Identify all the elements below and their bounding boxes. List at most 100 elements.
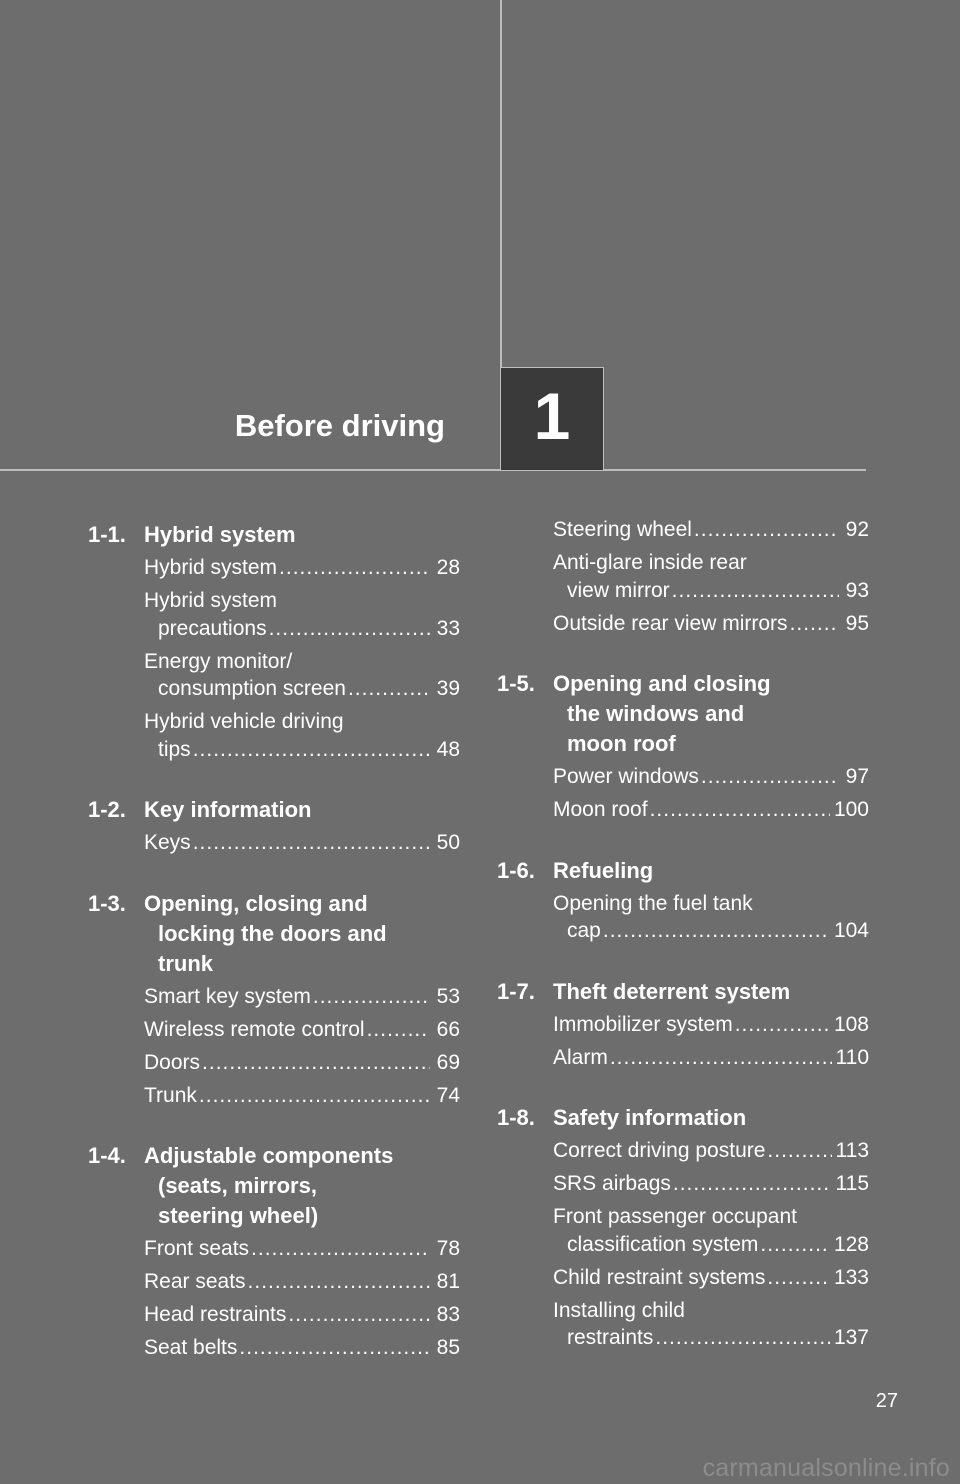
toc-entry[interactable]: Immobilizer system......................… (553, 1011, 869, 1039)
toc-leader-dots: ........................................… (609, 1045, 832, 1069)
toc-entry-text: Head restraints (144, 1303, 287, 1326)
toc-entry[interactable]: Child restraint systems.................… (553, 1264, 869, 1292)
toc-leader-dots: ........................................… (789, 611, 839, 635)
toc-entry[interactable]: Alarm...................................… (553, 1044, 869, 1072)
toc-entry-text: Power windows (553, 765, 699, 788)
toc-entry[interactable]: Hybrid system precautions................… (144, 587, 460, 642)
toc-section: 1-1. Hybrid system Hybrid system..........… (88, 520, 460, 763)
toc-section-heading[interactable]: 1-2. Key information (88, 795, 460, 825)
toc-section-title: Theft deterrent system (553, 977, 869, 1007)
toc-entry[interactable]: Anti-glare inside rear view mirror.......… (553, 549, 869, 604)
toc-entry[interactable]: Hybrid vehicle driving tips..............… (144, 708, 460, 763)
toc-entry-text: classification system (567, 1232, 759, 1256)
toc-section: 1-7. Theft deterrent system Immobilizer sy… (497, 977, 869, 1072)
toc-entry-text: Correct driving posture (553, 1139, 766, 1162)
toc-entry-lines: Rear seats..............................… (144, 1268, 460, 1296)
toc-entry-line: cap.....................................… (553, 917, 869, 945)
toc-section-title-line: Adjustable components (144, 1143, 394, 1168)
toc-entry-lines: Opening the fuel tank cap................… (553, 890, 869, 945)
toc-entry[interactable]: Energy monitor/consumption screen.......… (144, 648, 460, 703)
toc-entries: Front seats.............................… (88, 1235, 460, 1362)
toc-entry-line: Head restraints.........................… (144, 1301, 460, 1329)
toc-entry-text: SRS airbags (553, 1172, 671, 1195)
toc-entry-lines: Wireless remote control.................… (144, 1016, 460, 1044)
toc-section-number: 1-2. (88, 797, 126, 822)
toc-leader-dots: ........................................… (671, 578, 839, 602)
toc-entry-line: precautions.............................… (144, 615, 460, 643)
toc-entry[interactable]: Doors...................................… (144, 1049, 460, 1077)
header-vertical-rule (500, 0, 502, 470)
toc-entry[interactable]: Trunk...................................… (144, 1082, 460, 1110)
toc-entry-text: Keys (144, 831, 191, 854)
toc-section-number: 1-7. (497, 978, 535, 1004)
toc-entry-lines: Power windows...........................… (553, 763, 869, 791)
toc-entry-text: precautions (158, 616, 267, 640)
toc-entry-lines: Child restraint systems.................… (553, 1264, 869, 1292)
toc-section-heading[interactable]: 1-6. Refueling (497, 856, 869, 886)
toc-section-title-line: Opening, closing and (144, 890, 368, 916)
toc-entry-text: view mirror (567, 578, 670, 602)
toc-entry-text: Alarm (553, 1045, 608, 1069)
toc-entry-text: Outside rear view mirrors (553, 611, 788, 635)
toc-entry[interactable]: Seat belts..............................… (144, 1334, 460, 1362)
toc-section-heading[interactable]: 1-4. Adjustable components (seats, mirrors… (88, 1141, 460, 1231)
toc-entry-line: Anti-glare inside rear (553, 549, 869, 577)
toc-leader-dots: ........................................… (693, 518, 839, 541)
toc-continued-entries: Steering wheel..........................… (497, 516, 869, 637)
toc-entries: Correct driving posture.................… (497, 1137, 869, 1352)
toc-entry[interactable]: Moon roof...............................… (553, 796, 869, 824)
toc-section: 1-6. Refueling Opening the fuel tank cap...… (497, 856, 869, 945)
toc-entry[interactable]: Steering wheel..........................… (553, 516, 869, 544)
chapter-tab: 1 (500, 367, 604, 471)
toc-entry[interactable]: Head restraints.........................… (144, 1301, 460, 1329)
toc-entry[interactable]: Wireless remote control.................… (144, 1016, 460, 1044)
toc-section-title: Opening, closing and locking the doors an… (144, 889, 460, 979)
toc-entry[interactable]: Front seats.............................… (144, 1235, 460, 1263)
toc-section-heading[interactable]: 1-1. Hybrid system (88, 520, 460, 550)
toc-entry-line: Front passenger occupant (553, 1203, 869, 1231)
toc-section-heading[interactable]: 1-7. Theft deterrent system (497, 977, 869, 1007)
toc-entry[interactable]: SRS airbags.............................… (553, 1170, 869, 1198)
toc-section-heading[interactable]: 1-3. Opening, closing and locking the door… (88, 889, 460, 979)
toc-section-title: Safety information (553, 1103, 869, 1133)
toc-entry[interactable]: Power windows...........................… (553, 763, 869, 791)
toc-entry-line: Smart key system........................… (144, 983, 460, 1011)
toc-page-number: 133 (833, 1265, 869, 1289)
toc-section-title: Opening and closing the windows and moon r… (553, 669, 869, 759)
toc-entries: Opening the fuel tank cap................… (497, 890, 869, 945)
toc-entry-text: Wireless remote control (144, 1017, 365, 1041)
toc-leader-dots: ........................................… (734, 1012, 830, 1036)
toc-entry[interactable]: Correct driving posture.................… (553, 1137, 869, 1165)
toc-entry[interactable]: Rear seats..............................… (144, 1268, 460, 1296)
toc-entry[interactable]: Hybrid system...........................… (144, 554, 460, 582)
toc-page-number: 69 (436, 1050, 460, 1074)
toc-page-number: 115 (835, 1172, 869, 1195)
toc-section-number: 1-1. (88, 522, 126, 547)
toc-page-number: 128 (833, 1232, 869, 1256)
toc-entry-line: Correct driving posture.................… (553, 1137, 869, 1165)
toc-leader-dots: ........................................… (202, 1050, 430, 1074)
toc-entry[interactable]: Keys....................................… (144, 829, 460, 857)
toc-entry-text: Energy monitor/ (144, 649, 293, 673)
toc-page-number: 66 (436, 1017, 460, 1041)
toc-leader-dots: ........................................… (672, 1172, 832, 1195)
toc-entry[interactable]: Installing child restraints..............… (553, 1297, 869, 1352)
toc-entry-lines: Front passenger occupant classification s… (553, 1203, 869, 1258)
toc-entry[interactable]: Front passenger occupant classification s… (553, 1203, 869, 1258)
toc-entry-text: Doors (144, 1050, 201, 1074)
toc-section-heading[interactable]: 1-5. Opening and closing the windows and mo… (497, 669, 869, 759)
toc-entry-line: Installing child (553, 1297, 869, 1325)
toc-section-heading[interactable]: 1-8. Safety information (497, 1103, 869, 1133)
toc-page-number: 28 (436, 556, 460, 579)
toc-entry-lines: Hybrid system...........................… (144, 554, 460, 582)
toc-entry[interactable]: Outside rear view mirrors...............… (553, 610, 869, 638)
toc-leader-dots: ........................................… (192, 831, 430, 854)
toc-entry[interactable]: Opening the fuel tank cap................… (553, 890, 869, 945)
toc-section-title-line: moon roof (567, 731, 676, 756)
toc-page-number: 113 (835, 1139, 869, 1162)
toc-section-title: Adjustable components (seats, mirrors, ste… (144, 1141, 460, 1231)
toc-page-number: 78 (436, 1237, 460, 1260)
toc-entry[interactable]: Smart key system........................… (144, 983, 460, 1011)
toc-entry-line: tips....................................… (144, 736, 460, 764)
toc-entry-line: Opening the fuel tank (553, 890, 869, 918)
